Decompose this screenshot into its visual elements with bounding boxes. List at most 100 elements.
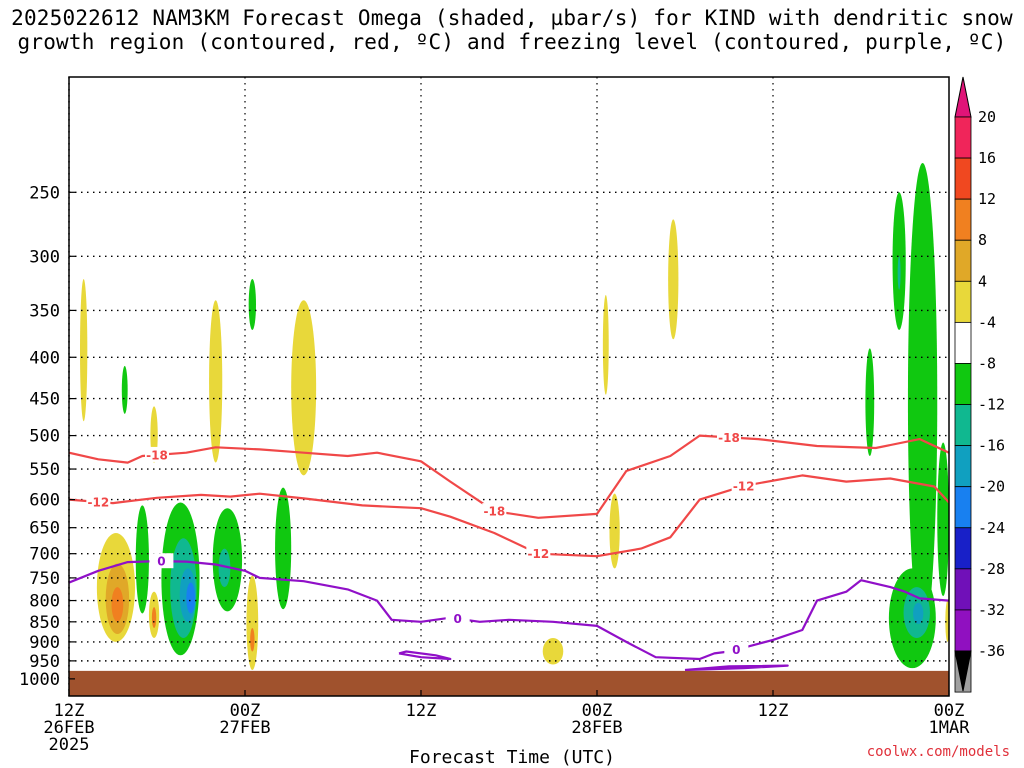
y-tick-label-750: 750: [29, 569, 60, 589]
freezing-contour-0-label-bg-0: [149, 553, 174, 569]
omega-blob-0: [80, 278, 88, 422]
colorbar-swatch-10: [954, 527, 972, 570]
colorbar-label-10: -24: [978, 519, 1005, 537]
omega-blob-4: [121, 365, 128, 414]
colorbar-bottom-arrow: [954, 650, 972, 692]
omega-blob-12: [186, 582, 196, 614]
omega-blob-28: [907, 163, 938, 638]
colorbar-label-9: -20: [978, 478, 1005, 496]
y-tick-label-600: 600: [29, 491, 60, 511]
y-tick-label-950: 950: [29, 652, 60, 672]
credit-link[interactable]: coolwx.com/models: [866, 744, 1010, 760]
omega-blob-22: [602, 295, 609, 395]
y-tick-label-250: 250: [29, 183, 60, 203]
colorbar-label-4: 4: [978, 272, 987, 290]
omega-blob-13: [209, 300, 223, 463]
x-tick-label-2: 12Z: [406, 701, 437, 721]
freezing-contour-0-label-bg-1: [445, 610, 470, 626]
y-axis-ticks: 2503003504004505005506006507007508008509…: [19, 183, 75, 690]
freezing-contour-0-label-1: 0: [453, 612, 461, 626]
colorbar-swatch-6: [954, 363, 972, 405]
colorbar-label-7: -12: [978, 396, 1005, 414]
y-tick-label-850: 850: [29, 613, 60, 633]
y-tick-label-300: 300: [29, 247, 60, 267]
colorbar-swatch-1: [954, 157, 972, 200]
dgz-contour-1-label-bg-2: [731, 477, 756, 493]
dgz-contour-1-label-0: -12: [87, 495, 109, 509]
omega-blob-23: [609, 493, 620, 569]
omega-shading: [80, 163, 949, 670]
omega-blob-8: [151, 607, 157, 628]
colorbar: 20 16 12 8 4 -4 -8 -12 -16 -20 -24 -28 -32 -36: [954, 76, 1005, 693]
dgz-contour-0-label-1: -18: [483, 505, 505, 519]
colorbar-label-6: -8: [978, 354, 996, 372]
colorbar-swatch-9: [954, 486, 972, 529]
omega-blob-31: [913, 602, 924, 624]
omega-blob-33: [945, 600, 949, 642]
omega-blob-21: [542, 637, 564, 665]
y-tick-label-650: 650: [29, 519, 60, 539]
omega-blob-5: [135, 505, 149, 614]
colorbar-label-2: 12: [978, 190, 996, 208]
y-tick-label-700: 700: [29, 545, 60, 565]
colorbar-label-1: 16: [978, 149, 996, 167]
contour-lines: -18 -18 -18 -12 -12 -12 0 0 0: [69, 429, 949, 672]
x-tick-label-0: 12Z 26FEB 2025: [43, 701, 94, 755]
dgz-contour-0-label-bg-1: [482, 503, 507, 519]
freezing-contour-0: [69, 560, 949, 661]
dgz-contour-1-label-bg-1: [526, 545, 551, 561]
omega-blob-18: [250, 627, 255, 652]
colorbar-label-0: 20: [978, 108, 996, 126]
colorbar-swatch-5: [954, 321, 972, 364]
y-tick-label-400: 400: [29, 348, 60, 368]
y-tick-label-800: 800: [29, 592, 60, 612]
y-tick-label-1000: 1000: [19, 670, 60, 690]
title-line-2: growth region (contoured, red, ºC) and f…: [17, 30, 1007, 54]
freezing-contour-0-label-bg-2: [724, 641, 749, 657]
x-tick-label-5: 00Z 1MAR: [929, 701, 971, 738]
y-tick-label-500: 500: [29, 427, 60, 447]
dgz-contour-1-label-bg-0: [86, 493, 111, 509]
dgz-contour-1-label-1: -12: [527, 547, 549, 561]
colorbar-swatch-4: [954, 280, 972, 323]
omega-blob-24: [668, 219, 679, 340]
x-tick-label-3: 00Z 28FEB: [571, 701, 622, 738]
colorbar-label-5: -4: [978, 313, 996, 331]
colorbar-swatch-8: [954, 445, 972, 488]
omega-blob-16: [248, 278, 256, 330]
y-tick-label-900: 900: [29, 633, 60, 653]
colorbar-label-8: -16: [978, 437, 1005, 455]
x-axis-ticks: 12Z 26FEB 2025 00Z 27FEB 12Z 00Z 28FEB 12Z 00Z 1MA…: [43, 690, 970, 755]
ground-surface: [69, 670, 949, 696]
dgz-contour-0-label-bg-0: [145, 446, 169, 462]
freezing-contour-0-label-2: 0: [732, 643, 740, 657]
grid-lines: [68, 77, 949, 696]
colorbar-label-11: -28: [978, 560, 1005, 578]
x-tick-label-4: 12Z: [758, 701, 789, 721]
colorbar-swatch-11: [954, 568, 972, 611]
y-tick-label-550: 550: [29, 460, 60, 480]
x-axis-title: Forecast Time (UTC): [409, 747, 615, 768]
dgz-contour-0-label-bg-2: [717, 429, 741, 445]
omega-blob-17: [246, 575, 259, 670]
colorbar-label-13: -36: [978, 642, 1005, 660]
freezing-contour-1: [398, 650, 452, 661]
omega-blob-3: [111, 587, 124, 622]
title-line-1: 2025022612 NAM3KM Forecast Omega (shaded…: [11, 6, 1013, 30]
colorbar-label-12: -32: [978, 601, 1005, 619]
omega-blob-19: [275, 487, 292, 610]
dgz-contour-0-label-2: -18: [718, 431, 740, 445]
dgz-contour-0-label-0: -18: [146, 448, 168, 462]
omega-blob-25: [865, 348, 875, 457]
omega-blob-15: [218, 548, 231, 588]
omega-blob-20: [291, 300, 317, 476]
dgz-contour-0: [69, 434, 949, 519]
colorbar-swatch-2: [954, 198, 972, 241]
colorbar-label-3: 8: [978, 231, 987, 249]
colorbar-swatch-3: [954, 239, 972, 282]
dgz-contour-1: [69, 474, 949, 558]
plot-frame: [68, 76, 950, 697]
colorbar-top-arrow: [954, 76, 972, 118]
chart-title: 2025022612 NAM3KM Forecast Omega (shaded…: [0, 6, 1024, 54]
colorbar-swatch-12: [954, 609, 972, 652]
